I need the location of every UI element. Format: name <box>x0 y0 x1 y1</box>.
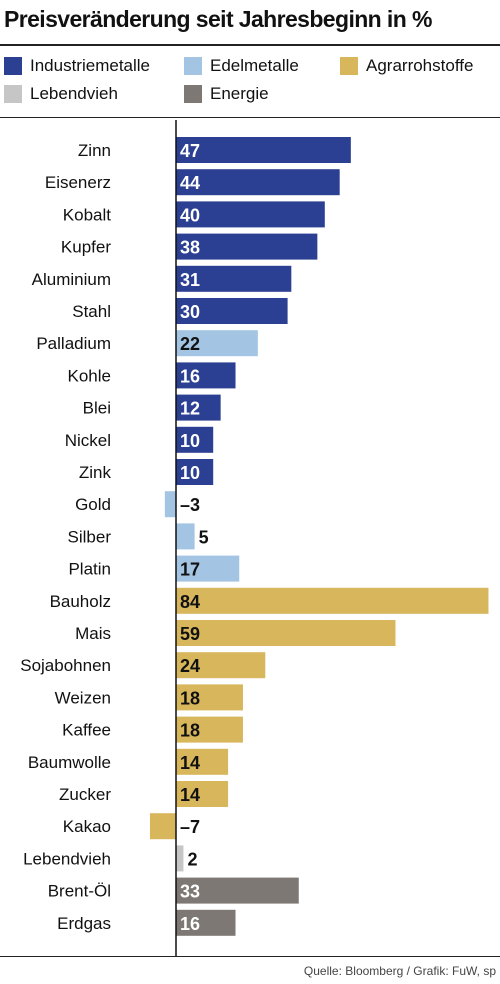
value-label-palladium: 22 <box>180 334 200 354</box>
legend-item-agrarrohstoffe: Agrarrohstoffe <box>340 56 473 76</box>
bar-zinn <box>176 137 351 163</box>
bar-mais <box>176 620 396 646</box>
bar-palladium <box>176 330 258 357</box>
category-label-stahl: Stahl <box>72 302 111 321</box>
title-rule <box>0 44 500 46</box>
legend-label-lebendvieh: Lebendvieh <box>30 84 118 103</box>
value-label-zucker: 14 <box>180 785 200 805</box>
category-label-sojabohnen: Sojabohnen <box>20 656 111 675</box>
category-label-bauholz: Bauholz <box>50 592 111 611</box>
legend-item-lebendvieh: Lebendvieh <box>4 84 118 104</box>
value-label-platin: 17 <box>180 560 200 580</box>
bar-silber <box>176 523 195 550</box>
value-label-eisenerz: 44 <box>180 173 200 193</box>
category-label-aluminium: Aluminium <box>32 270 111 289</box>
bar-sojabohnen <box>176 652 266 679</box>
value-label-brent-öl: 33 <box>180 882 200 902</box>
legend-item-energie: Energie <box>184 84 269 104</box>
chart-title: Preisveränderung seit Jahresbeginn in % <box>4 6 432 32</box>
category-label-kaffee: Kaffee <box>62 721 111 740</box>
value-label-kaffee: 18 <box>180 721 200 741</box>
legend: Industriemetalle Edelmetalle Agrarrohsto… <box>0 52 500 112</box>
bottom-rule <box>0 956 500 957</box>
value-label-baumwolle: 14 <box>180 753 200 773</box>
bar-baumwolle <box>176 748 229 775</box>
value-label-kakao: –7 <box>180 817 200 837</box>
value-label-zinn: 47 <box>180 141 200 161</box>
value-label-kupfer: 38 <box>180 238 200 258</box>
value-label-zink: 10 <box>180 463 200 483</box>
legend-item-industriemetalle: Industriemetalle <box>4 56 150 76</box>
legend-swatch-energie <box>184 85 202 103</box>
category-label-silber: Silber <box>68 527 112 546</box>
bar-platin <box>176 555 240 582</box>
legend-swatch-industriemetalle <box>4 57 22 75</box>
bar-weizen <box>176 684 243 711</box>
value-label-bauholz: 84 <box>180 592 200 612</box>
category-label-lebendvieh: Lebendvieh <box>23 849 111 868</box>
bar-stahl <box>176 298 288 324</box>
bar-blei <box>176 394 221 421</box>
legend-label-agrarrohstoffe: Agrarrohstoffe <box>366 56 474 75</box>
category-label-mais: Mais <box>75 624 111 643</box>
category-label-zinn: Zinn <box>78 141 111 160</box>
value-label-stahl: 30 <box>180 302 200 322</box>
category-label-platin: Platin <box>68 560 111 579</box>
category-label-weizen: Weizen <box>55 688 111 707</box>
value-label-aluminium: 31 <box>180 270 200 290</box>
category-label-kohle: Kohle <box>68 366 111 385</box>
value-label-gold: –3 <box>180 495 200 515</box>
category-label-kobalt: Kobalt <box>63 205 111 224</box>
bar-kobalt <box>176 201 325 228</box>
bar-zink <box>176 459 214 485</box>
category-label-baumwolle: Baumwolle <box>28 753 111 772</box>
value-label-lebendvieh: 2 <box>187 849 197 869</box>
category-label-zucker: Zucker <box>59 785 111 804</box>
value-label-nickel: 10 <box>180 431 200 451</box>
category-label-kakao: Kakao <box>63 817 111 836</box>
category-label-palladium: Palladium <box>36 334 111 353</box>
category-label-brent-öl: Brent-Öl <box>48 882 111 901</box>
bar-brent-öl <box>176 877 299 904</box>
bar-nickel <box>176 426 214 453</box>
legend-swatch-agrarrohstoffe <box>340 57 358 75</box>
bar-gold <box>164 491 176 518</box>
bar-bauholz <box>176 587 489 614</box>
category-label-erdgas: Erdgas <box>57 914 111 933</box>
bar-erdgas <box>176 909 236 936</box>
value-label-kohle: 16 <box>180 366 200 386</box>
category-label-blei: Blei <box>83 399 111 418</box>
bar-chart: Zinn 47 Eisenerz 44 Kobalt 40 Kupfer 38 Aluminiu… <box>20 120 489 956</box>
legend-item-edelmetalle: Edelmetalle <box>184 56 299 76</box>
category-label-nickel: Nickel <box>65 431 111 450</box>
value-label-erdgas: 16 <box>180 914 200 934</box>
bar-eisenerz <box>176 169 340 196</box>
value-label-mais: 59 <box>180 624 200 644</box>
value-label-blei: 12 <box>180 399 200 419</box>
bar-lebendvieh <box>176 845 184 872</box>
bar-kohle <box>176 362 236 389</box>
bar-kakao <box>149 813 176 840</box>
bar-zucker <box>176 781 229 807</box>
source-note: Quelle: Bloomberg / Grafik: FuW, sp <box>303 964 496 978</box>
value-label-sojabohnen: 24 <box>180 656 200 676</box>
category-label-gold: Gold <box>75 495 111 514</box>
legend-swatch-edelmetalle <box>184 57 202 75</box>
category-label-eisenerz: Eisenerz <box>45 173 111 192</box>
bar-aluminium <box>176 265 292 292</box>
legend-swatch-lebendvieh <box>4 85 22 103</box>
legend-label-energie: Energie <box>210 84 269 103</box>
bar-kaffee <box>176 716 243 743</box>
legend-rule <box>0 117 500 118</box>
legend-label-edelmetalle: Edelmetalle <box>210 56 299 75</box>
value-label-kobalt: 40 <box>180 205 200 225</box>
value-label-silber: 5 <box>199 527 209 547</box>
category-label-kupfer: Kupfer <box>61 238 111 257</box>
legend-label-industriemetalle: Industriemetalle <box>30 56 151 75</box>
category-label-zink: Zink <box>79 463 112 482</box>
value-label-weizen: 18 <box>180 688 200 708</box>
bar-kupfer <box>176 233 318 260</box>
